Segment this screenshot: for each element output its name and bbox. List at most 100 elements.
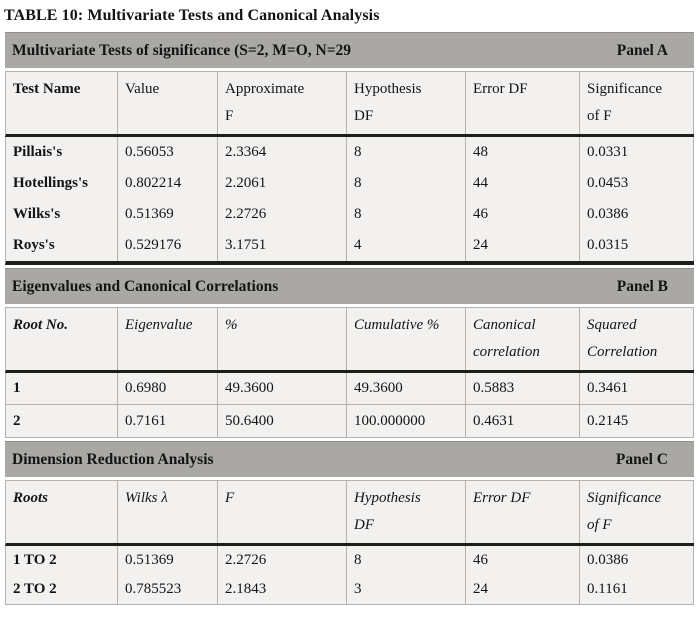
table-cell: 8 [347, 137, 466, 168]
panel-c-bar-label: Dimension Reduction Analysis [12, 450, 214, 468]
table-cell: 8 [347, 168, 466, 199]
header-cell-error-df: Error DF [466, 72, 580, 134]
header-cell-cumulative-percent: Cumulative % [347, 308, 466, 370]
table-cell: 100.000000 [347, 405, 466, 437]
table-cell: 0.51369 [118, 199, 218, 230]
table-cell: 4 [347, 230, 466, 261]
header-line: correlation [473, 344, 540, 360]
header-cell-percent: % [218, 308, 347, 370]
header-cell-f: F [218, 481, 347, 543]
header-line [125, 339, 213, 366]
table-cell: 0.0315 [580, 230, 694, 261]
table-cell: 24 [466, 575, 580, 604]
header-line: Correlation [587, 344, 658, 360]
table-cell: 2.1843 [218, 575, 347, 604]
table-cell: 8 [347, 199, 466, 230]
table-cell: 0.5883 [466, 373, 580, 405]
header-cell-eigenvalue: Eigenvalue [118, 308, 218, 370]
panel-a-bar-tag: Panel A [616, 41, 668, 59]
header-cell-root-no: Root No. [6, 308, 118, 370]
panel-a-column-header-row: Test Name Value Approximate F Hypothesis… [5, 71, 694, 137]
header-cell-significance: Significance of F [580, 481, 694, 543]
table-cell: 2 [6, 405, 118, 437]
table-cell: 8 [347, 546, 466, 575]
header-cell-test-name: Test Name [6, 72, 118, 134]
header-cell-error-df: Error DF [466, 481, 580, 543]
table-cell: 0.3461 [580, 373, 694, 405]
panel-a-rows: Pillais's 0.56053 2.3364 8 48 0.0331 Hot… [5, 137, 694, 265]
table-row-roys: Roys's 0.529176 3.1751 4 24 0.0315 [6, 230, 694, 261]
table-cell: 0.529176 [118, 230, 218, 261]
table-cell: 0.0453 [580, 168, 694, 199]
header-cell-hypothesis-df: Hypothesis DF [347, 481, 466, 543]
table-cell: 48 [466, 137, 580, 168]
header-line [354, 339, 461, 366]
header-cell-value: Value [118, 72, 218, 134]
panel-a-section-bar: Multivariate Tests of significance (S=2,… [5, 32, 694, 68]
header-line: Wilks λ [125, 490, 168, 506]
header-line: F [225, 108, 234, 124]
header-cell-hypothesis-df: Hypothesis DF [347, 72, 466, 134]
header-line [473, 512, 575, 539]
table-row-root-2: 2 0.7161 50.6400 100.000000 0.4631 0.214… [6, 405, 694, 437]
header-line: Significance [587, 490, 662, 506]
panel-c-bar-tag: Panel C [615, 450, 668, 468]
panel-a-bar-label: Multivariate Tests of significance (S=2,… [12, 41, 352, 59]
table-cell: 0.7161 [118, 405, 218, 437]
header-line: % [225, 317, 238, 333]
table-row-2-to-2: 2 TO 2 0.785523 2.1843 3 24 0.1161 [6, 575, 694, 604]
table-cell: 2.3364 [218, 137, 347, 168]
header-line: Canonical [473, 317, 536, 333]
header-line: Hypothesis [354, 490, 421, 506]
header-line [125, 103, 213, 130]
table-cell: 0.1161 [580, 575, 694, 604]
header-line: of F [587, 517, 612, 533]
panel-b-rows: 1 0.6980 49.3600 49.3600 0.5883 0.3461 2… [5, 373, 694, 438]
table-cell: 2.2726 [218, 546, 347, 575]
table-cell: 0.56053 [118, 137, 218, 168]
table-cell: 0.785523 [118, 575, 218, 604]
header-cell-wilks-lambda: Wilks λ [118, 481, 218, 543]
table-cell: Wilks's [6, 199, 118, 230]
table-cell: 3 [347, 575, 466, 604]
table-cell: 0.0386 [580, 199, 694, 230]
table-row-root-1: 1 0.6980 49.3600 49.3600 0.5883 0.3461 [6, 373, 694, 405]
table-cell: 49.3600 [347, 373, 466, 405]
panel-c-section-bar: Dimension Reduction Analysis Panel C [5, 441, 694, 477]
header-cell-squared-correlation: Squared Correlation [580, 308, 694, 370]
header-line: Eigenvalue [125, 317, 193, 333]
panel-b-section-bar: Eigenvalues and Canonical Correlations P… [5, 268, 694, 304]
table-cell: Pillais's [6, 137, 118, 168]
header-line: Cumulative % [354, 317, 440, 333]
header-line: Roots [13, 490, 49, 506]
table-row-wilks: Wilks's 0.51369 2.2726 8 46 0.0386 [6, 199, 694, 230]
table-cell: 44 [466, 168, 580, 199]
table-row-pillais: Pillais's 0.56053 2.3364 8 48 0.0331 [6, 137, 694, 168]
table-cell: 46 [466, 546, 580, 575]
header-line [225, 512, 342, 539]
header-line: F [225, 490, 235, 506]
table-cell: 2 TO 2 [6, 575, 118, 604]
panel-b-column-header-row: Root No. Eigenvalue % Cumulative % Canon… [5, 307, 694, 373]
table-cell: Hotellings's [6, 168, 118, 199]
header-line [13, 512, 113, 539]
table-cell: 2.2726 [218, 199, 347, 230]
header-line: of F [587, 108, 612, 124]
header-line [125, 512, 213, 539]
panel-b-bar-tag: Panel B [616, 277, 668, 295]
table-cell: 0.0386 [580, 546, 694, 575]
table-cell: 24 [466, 230, 580, 261]
table-row-1-to-2: 1 TO 2 0.51369 2.2726 8 46 0.0386 [6, 546, 694, 575]
header-line: Root No. [13, 317, 69, 333]
header-line [13, 339, 113, 366]
panel-b-bar-label: Eigenvalues and Canonical Correlations [12, 277, 279, 295]
table-cell: 1 TO 2 [6, 546, 118, 575]
header-line [225, 339, 342, 366]
table-caption: TABLE 10: Multivariate Tests and Canonic… [4, 7, 380, 24]
table-cell: Roys's [6, 230, 118, 261]
panel-c-rows: 1 TO 2 0.51369 2.2726 8 46 0.0386 2 TO 2… [5, 546, 694, 605]
table-row-hotellings: Hotellings's 0.802214 2.2061 8 44 0.0453 [6, 168, 694, 199]
table-cell: 0.802214 [118, 168, 218, 199]
table-cell: 0.6980 [118, 373, 218, 405]
header-line: Approximate [225, 81, 305, 97]
